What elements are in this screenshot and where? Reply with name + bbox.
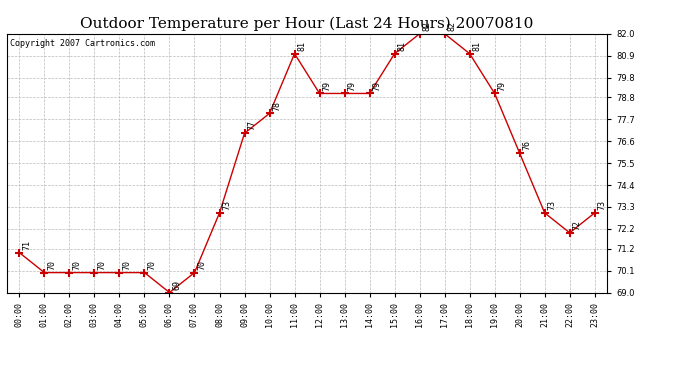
Text: 70: 70 (72, 260, 81, 270)
Text: 69: 69 (172, 280, 181, 290)
Text: Copyright 2007 Cartronics.com: Copyright 2007 Cartronics.com (10, 39, 155, 48)
Text: 77: 77 (247, 120, 256, 130)
Text: 70: 70 (122, 260, 131, 270)
Text: 71: 71 (22, 240, 31, 250)
Text: 79: 79 (497, 81, 506, 91)
Text: 73: 73 (547, 200, 556, 210)
Text: 73: 73 (222, 200, 231, 210)
Text: 70: 70 (47, 260, 56, 270)
Text: 73: 73 (598, 200, 607, 210)
Text: 78: 78 (273, 100, 282, 111)
Text: 81: 81 (297, 41, 306, 51)
Text: 81: 81 (473, 41, 482, 51)
Title: Outdoor Temperature per Hour (Last 24 Hours) 20070810: Outdoor Temperature per Hour (Last 24 Ho… (80, 17, 534, 31)
Text: 76: 76 (522, 140, 531, 150)
Text: 79: 79 (322, 81, 331, 91)
Text: 70: 70 (147, 260, 156, 270)
Text: 82: 82 (422, 21, 431, 31)
Text: 79: 79 (347, 81, 356, 91)
Text: 72: 72 (573, 220, 582, 230)
Text: 79: 79 (373, 81, 382, 91)
Text: 70: 70 (197, 260, 206, 270)
Text: 70: 70 (97, 260, 106, 270)
Text: 81: 81 (397, 41, 406, 51)
Text: 82: 82 (447, 21, 456, 31)
